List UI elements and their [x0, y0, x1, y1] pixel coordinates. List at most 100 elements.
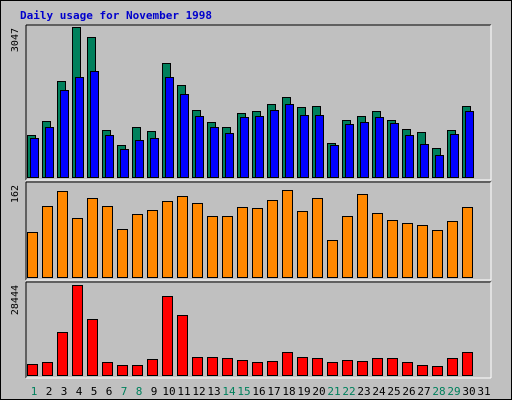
- sites-bar-3: [57, 191, 68, 278]
- day-label-22: 22: [342, 385, 355, 398]
- files-bar-8: [135, 140, 144, 178]
- sites-bar-21: [327, 240, 338, 278]
- kbytes-bar-4: [72, 285, 83, 376]
- day-label-7: 7: [121, 385, 128, 398]
- sites-bar-24: [372, 213, 383, 278]
- sites-bar-2: [42, 206, 53, 278]
- sites-bar-20: [312, 198, 323, 278]
- kbytes-bar-17: [267, 361, 278, 376]
- kbytes-bar-14: [222, 358, 233, 376]
- panel-hits-files-max-label: 3047: [10, 28, 21, 52]
- files-bar-4: [75, 77, 84, 178]
- files-bar-19: [300, 115, 309, 178]
- day-label-3: 3: [61, 385, 68, 398]
- day-label-21: 21: [327, 385, 340, 398]
- day-label-31: 31: [477, 385, 490, 398]
- sites-bar-29: [447, 221, 458, 278]
- kbytes-bar-24: [372, 358, 383, 376]
- day-label-28: 28: [432, 385, 445, 398]
- files-bar-28: [435, 155, 444, 178]
- day-label-27: 27: [417, 385, 430, 398]
- kbytes-bar-11: [177, 315, 188, 376]
- sites-bar-19: [297, 211, 308, 278]
- day-label-2: 2: [46, 385, 53, 398]
- sites-bar-12: [192, 203, 203, 278]
- files-bar-18: [285, 104, 294, 178]
- day-label-16: 16: [252, 385, 265, 398]
- sites-bar-5: [87, 198, 98, 278]
- sites-bar-30: [462, 207, 473, 278]
- kbytes-bar-16: [252, 362, 263, 376]
- kbytes-bar-7: [117, 365, 128, 376]
- kbytes-bar-30: [462, 352, 473, 376]
- day-label-10: 10: [162, 385, 175, 398]
- kbytes-bar-28: [432, 366, 443, 376]
- kbytes-bar-8: [132, 365, 143, 376]
- day-label-23: 23: [357, 385, 370, 398]
- day-label-25: 25: [387, 385, 400, 398]
- sites-bar-8: [132, 214, 143, 278]
- day-label-11: 11: [177, 385, 190, 398]
- files-bar-29: [450, 134, 459, 178]
- files-bar-25: [390, 123, 399, 178]
- sites-bar-25: [387, 220, 398, 278]
- day-label-13: 13: [207, 385, 220, 398]
- sites-bar-14: [222, 216, 233, 278]
- day-label-5: 5: [91, 385, 98, 398]
- sites-bar-26: [402, 223, 413, 278]
- day-label-19: 19: [297, 385, 310, 398]
- day-label-24: 24: [372, 385, 386, 398]
- kbytes-bar-25: [387, 358, 398, 376]
- day-label-1: 1: [31, 385, 38, 398]
- files-bar-24: [375, 117, 384, 178]
- kbytes-bar-23: [357, 361, 368, 376]
- files-bar-7: [120, 149, 129, 178]
- day-label-29: 29: [447, 385, 460, 398]
- sites-bar-6: [102, 206, 113, 278]
- sites-bar-27: [417, 225, 428, 278]
- kbytes-bar-1: [27, 364, 38, 376]
- files-bar-14: [225, 133, 234, 178]
- files-bar-6: [105, 135, 114, 178]
- files-bar-2: [45, 127, 54, 178]
- day-label-4: 4: [76, 385, 83, 398]
- kbytes-bar-19: [297, 357, 308, 376]
- day-label-26: 26: [402, 385, 415, 398]
- day-label-14: 14: [222, 385, 236, 398]
- day-label-15: 15: [237, 385, 250, 398]
- kbytes-bar-26: [402, 362, 413, 376]
- files-bar-5: [90, 71, 99, 178]
- files-bar-27: [420, 144, 429, 178]
- kbytes-bar-12: [192, 357, 203, 376]
- day-label-30: 30: [462, 385, 475, 398]
- sites-bar-11: [177, 196, 188, 278]
- files-bar-13: [210, 127, 219, 178]
- files-bar-21: [330, 145, 339, 178]
- kbytes-bar-15: [237, 360, 248, 376]
- files-bar-17: [270, 110, 279, 178]
- kbytes-bar-2: [42, 362, 53, 376]
- sites-bar-16: [252, 208, 263, 278]
- sites-bar-23: [357, 194, 368, 278]
- kbytes-bar-3: [57, 332, 68, 376]
- files-bar-9: [150, 138, 159, 178]
- files-bar-3: [60, 90, 69, 178]
- day-label-18: 18: [282, 385, 295, 398]
- kbytes-bar-29: [447, 358, 458, 376]
- day-label-8: 8: [136, 385, 143, 398]
- day-label-12: 12: [192, 385, 205, 398]
- sites-bar-22: [342, 216, 353, 278]
- kbytes-bar-10: [162, 296, 173, 376]
- files-bar-10: [165, 77, 174, 178]
- day-label-6: 6: [106, 385, 113, 398]
- kbytes-bar-9: [147, 359, 158, 376]
- day-label-17: 17: [267, 385, 280, 398]
- files-bar-26: [405, 135, 414, 178]
- sites-bar-15: [237, 207, 248, 278]
- kbytes-bar-6: [102, 362, 113, 376]
- files-bar-23: [360, 122, 369, 178]
- panel-kbytes-max-label: 28444: [10, 285, 21, 315]
- files-bar-1: [30, 138, 39, 178]
